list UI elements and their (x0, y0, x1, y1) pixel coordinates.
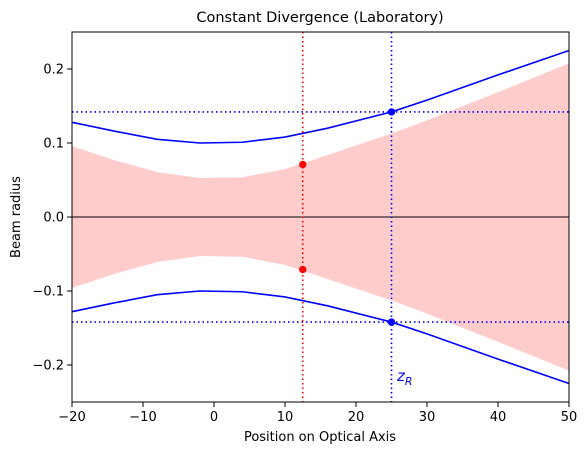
y-tick-label: −0.1 (32, 285, 64, 300)
beam-line (71, 49, 570, 144)
chart-title: Constant Divergence (Laboratory) (196, 10, 443, 26)
marker (299, 265, 307, 274)
x-tick-label: 20 (348, 410, 365, 425)
x-tick-label: 50 (561, 410, 578, 425)
marker (299, 160, 307, 169)
annotation-subscript: R (405, 375, 413, 388)
x-tick-label: 0 (210, 410, 218, 425)
y-tick-label: 0.2 (43, 63, 64, 78)
y-tick-label: −0.2 (32, 359, 64, 374)
beam-line (71, 290, 570, 385)
annotation: zR (396, 367, 413, 388)
y-tick-label: 0.1 (43, 137, 64, 152)
x-axis-label: Position on Optical Axis (244, 430, 396, 445)
y-tick-label: 0.0 (43, 211, 64, 226)
x-tick-label: −10 (129, 410, 156, 425)
marker (387, 318, 396, 326)
x-tick-label: 10 (277, 410, 294, 425)
x-tick-label: 30 (419, 410, 436, 425)
x-tick-label: −20 (58, 410, 85, 425)
annotation-text: z (396, 367, 406, 385)
marker (387, 108, 396, 116)
y-axis-label: Beam radius (9, 176, 24, 258)
x-tick-label: 40 (490, 410, 507, 425)
